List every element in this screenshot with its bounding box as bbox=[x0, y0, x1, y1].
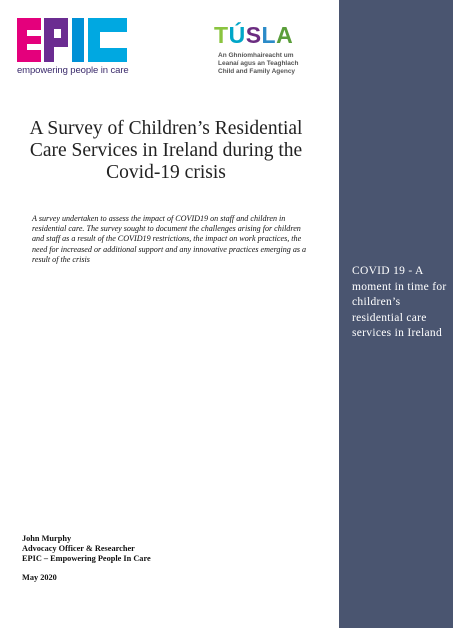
tusla-logo: TÚSLA An Ghníomhaireacht um Leanaí agus … bbox=[210, 22, 330, 82]
epic-logo-icon bbox=[17, 18, 127, 62]
author-name: John Murphy bbox=[22, 534, 72, 543]
epic-logo: empowering people in care bbox=[17, 18, 129, 78]
author-organisation: EPIC – Empowering People In Care bbox=[22, 554, 151, 563]
author-role: Advocacy Officer & Researcher bbox=[22, 544, 135, 553]
tusla-wordmark: TÚSLA bbox=[214, 22, 294, 48]
tusla-subtitle: An Ghníomhaireacht um Leanaí agus an Tea… bbox=[218, 52, 299, 75]
document-title: A Survey of Children’s Residential Care … bbox=[29, 118, 303, 183]
epic-tagline: empowering people in care bbox=[17, 65, 129, 76]
cover-sidebar: COVID 19 - A moment in time for children… bbox=[339, 0, 453, 628]
author-block: John Murphy Advocacy Officer & Researche… bbox=[22, 534, 242, 583]
sidebar-headline: COVID 19 - A moment in time for children… bbox=[352, 265, 447, 339]
document-date: May 2020 bbox=[22, 573, 57, 582]
document-abstract: A survey undertaken to assess the impact… bbox=[32, 214, 307, 264]
